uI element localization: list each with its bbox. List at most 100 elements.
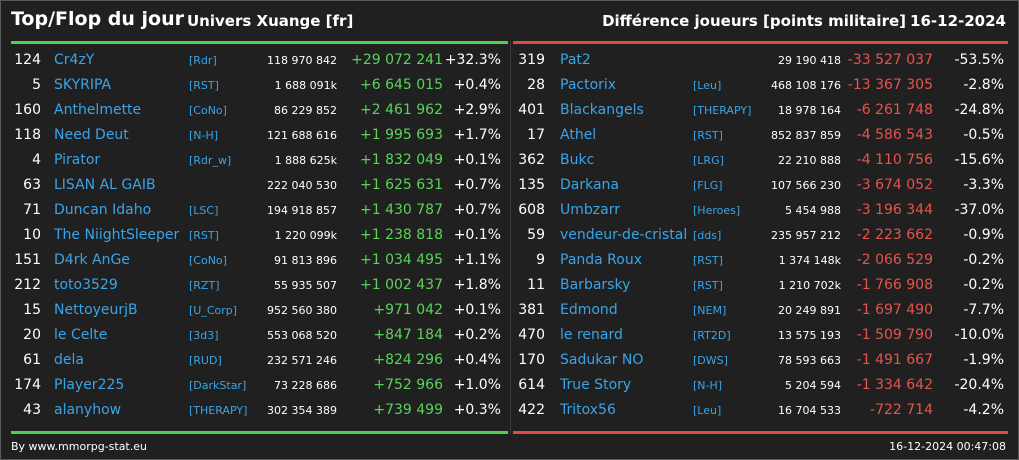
player-rank: 15 bbox=[23, 302, 41, 318]
player-name-link[interactable]: le Celte bbox=[54, 327, 108, 343]
alliance-tag-link[interactable]: [RST] bbox=[693, 279, 723, 292]
loser-row: 135 Darkana [FLG] 107 566 230 -3 674 052 -3.3… bbox=[513, 173, 1010, 198]
player-name-link[interactable]: Blackangels bbox=[560, 102, 644, 118]
alliance-tag-link[interactable]: [CoNo] bbox=[189, 104, 227, 117]
alliance-tag-link[interactable]: [THERAPY] bbox=[189, 404, 248, 417]
player-name-link[interactable]: Anthelmette bbox=[54, 102, 142, 118]
player-name-link[interactable]: Barbarsky bbox=[560, 277, 631, 293]
player-points: 1 688 091k bbox=[274, 79, 337, 92]
player-name-link[interactable]: Darkana bbox=[560, 177, 620, 193]
alliance-tag-link[interactable]: [RZT] bbox=[189, 279, 220, 292]
gainer-row: 63 LISAN AL GAIB 222 040 530 +1 625 631 +0.7… bbox=[11, 173, 508, 198]
loser-row: 59 vendeur-de-cristal [dds] 235 957 212 -2 2… bbox=[513, 223, 1010, 248]
percent-change: -0.2% bbox=[963, 252, 1004, 268]
alliance-tag-link[interactable]: [N-H] bbox=[189, 129, 219, 142]
player-name-link[interactable]: le renard bbox=[560, 327, 623, 343]
player-points: 86 229 852 bbox=[274, 104, 337, 117]
alliance-tag-link[interactable]: [Leu] bbox=[693, 404, 722, 417]
alliance-tag-link[interactable]: [DarkStar] bbox=[189, 379, 247, 392]
percent-change: -15.6% bbox=[954, 152, 1004, 168]
alliance-tag-link[interactable]: [THERAPY] bbox=[693, 104, 752, 117]
player-name-link[interactable]: Umbzarr bbox=[560, 202, 620, 218]
points-difference: -13 367 305 bbox=[847, 77, 933, 93]
player-name-link[interactable]: Sadukar NO bbox=[560, 352, 644, 368]
percent-change: -20.4% bbox=[954, 377, 1004, 393]
player-name-link[interactable]: Need Deut bbox=[54, 127, 129, 143]
player-rank: 135 bbox=[518, 177, 545, 193]
player-points: 232 571 246 bbox=[267, 354, 337, 367]
percent-change: -0.5% bbox=[963, 127, 1004, 143]
alliance-tag-link[interactable]: [FLG] bbox=[693, 179, 723, 192]
player-name-link[interactable]: alanyhow bbox=[54, 402, 122, 418]
percent-change: +1.7% bbox=[453, 127, 501, 143]
player-rank: 124 bbox=[14, 52, 41, 68]
universe-label: Univers Xuange [fr] bbox=[187, 12, 354, 30]
points-difference: +1 238 818 bbox=[360, 227, 443, 243]
points-difference: -1 491 667 bbox=[856, 352, 933, 368]
player-points: 78 593 663 bbox=[778, 354, 841, 367]
player-name-link[interactable]: Pirator bbox=[54, 152, 101, 168]
player-name-link[interactable]: Tritox56 bbox=[560, 402, 616, 418]
alliance-tag-link[interactable]: [3d3] bbox=[189, 329, 219, 342]
alliance-tag-link[interactable]: [Leu] bbox=[693, 79, 722, 92]
alliance-tag-link[interactable]: [Rdr] bbox=[189, 54, 217, 67]
player-points: 55 935 507 bbox=[274, 279, 337, 292]
alliance-tag-link[interactable]: [U_Corp] bbox=[189, 304, 238, 317]
alliance-tag-link[interactable]: [CoNo] bbox=[189, 254, 227, 267]
player-name-link[interactable]: LISAN AL GAIB bbox=[54, 177, 156, 193]
alliance-tag-link[interactable]: [dds] bbox=[693, 229, 722, 242]
loser-row: 470 le renard [RT2D] 13 575 193 -1 509 790 -1… bbox=[513, 323, 1010, 348]
player-points: 121 688 616 bbox=[267, 129, 337, 142]
player-name-link[interactable]: Athel bbox=[560, 127, 597, 143]
player-points: 5 454 988 bbox=[785, 204, 841, 217]
player-name-link[interactable]: The NiightSleeper bbox=[54, 227, 180, 243]
alliance-tag-link[interactable]: [Rdr_w] bbox=[189, 154, 232, 167]
alliance-tag-link[interactable]: [DWS] bbox=[693, 354, 728, 367]
percent-change: +2.9% bbox=[453, 102, 501, 118]
player-points: 107 566 230 bbox=[771, 179, 841, 192]
points-difference: -33 527 037 bbox=[847, 52, 933, 68]
player-name-link[interactable]: D4rk AnGe bbox=[54, 252, 130, 268]
player-name-link[interactable]: True Story bbox=[560, 377, 632, 393]
player-rank: 59 bbox=[527, 227, 545, 243]
player-points: 468 108 176 bbox=[771, 79, 841, 92]
alliance-tag-link[interactable]: [RST] bbox=[693, 254, 723, 267]
player-name-link[interactable]: Pactorix bbox=[560, 77, 617, 93]
alliance-tag-link[interactable]: [RST] bbox=[189, 79, 219, 92]
alliance-tag-link[interactable]: [LRG] bbox=[693, 154, 724, 167]
loser-row: 319 Pat2 29 190 418 -33 527 037 -53.5% bbox=[513, 48, 1010, 73]
player-name-link[interactable]: Player225 bbox=[54, 377, 125, 393]
percent-change: -10.0% bbox=[954, 327, 1004, 343]
points-difference: -4 110 756 bbox=[856, 152, 933, 168]
player-name-link[interactable]: toto3529 bbox=[54, 277, 118, 293]
alliance-tag-link[interactable]: [RT2D] bbox=[693, 329, 731, 342]
alliance-tag-link[interactable]: [LSC] bbox=[189, 204, 219, 217]
player-rank: 151 bbox=[14, 252, 41, 268]
player-name-link[interactable]: NettoyeurjB bbox=[54, 302, 138, 318]
player-name-link[interactable]: Cr4zY bbox=[54, 52, 95, 68]
percent-change: -0.9% bbox=[963, 227, 1004, 243]
alliance-tag-link[interactable]: [RST] bbox=[693, 129, 723, 142]
gainer-row: 61 dela [RUD] 232 571 246 +824 296 +0.4% bbox=[11, 348, 508, 373]
player-name-link[interactable]: Edmond bbox=[560, 302, 618, 318]
percent-change: -37.0% bbox=[954, 202, 1004, 218]
alliance-tag-link[interactable]: [RST] bbox=[189, 229, 219, 242]
player-points: 13 575 193 bbox=[778, 329, 841, 342]
top-green-divider bbox=[11, 41, 508, 44]
player-name-link[interactable]: vendeur-de-cristal bbox=[560, 227, 688, 243]
player-name-link[interactable]: Bukc bbox=[560, 152, 595, 168]
alliance-tag-link[interactable]: [RUD] bbox=[189, 354, 222, 367]
player-name-link[interactable]: dela bbox=[54, 352, 84, 368]
player-name-link[interactable]: Pat2 bbox=[560, 52, 591, 68]
gainer-row: 10 The NiightSleeper [RST] 1 220 099k +1 238… bbox=[11, 223, 508, 248]
percent-change: +0.7% bbox=[453, 202, 501, 218]
player-rank: 401 bbox=[518, 102, 545, 118]
alliance-tag-link[interactable]: [N-H] bbox=[693, 379, 723, 392]
alliance-tag-link[interactable]: [Heroes] bbox=[693, 204, 741, 217]
player-name-link[interactable]: Panda Roux bbox=[560, 252, 643, 268]
percent-change: +1.1% bbox=[453, 252, 501, 268]
alliance-tag-link[interactable]: [NEM] bbox=[693, 304, 727, 317]
player-name-link[interactable]: Duncan Idaho bbox=[54, 202, 152, 218]
percent-change: +0.1% bbox=[453, 227, 501, 243]
player-name-link[interactable]: SKYRIPA bbox=[54, 77, 112, 93]
